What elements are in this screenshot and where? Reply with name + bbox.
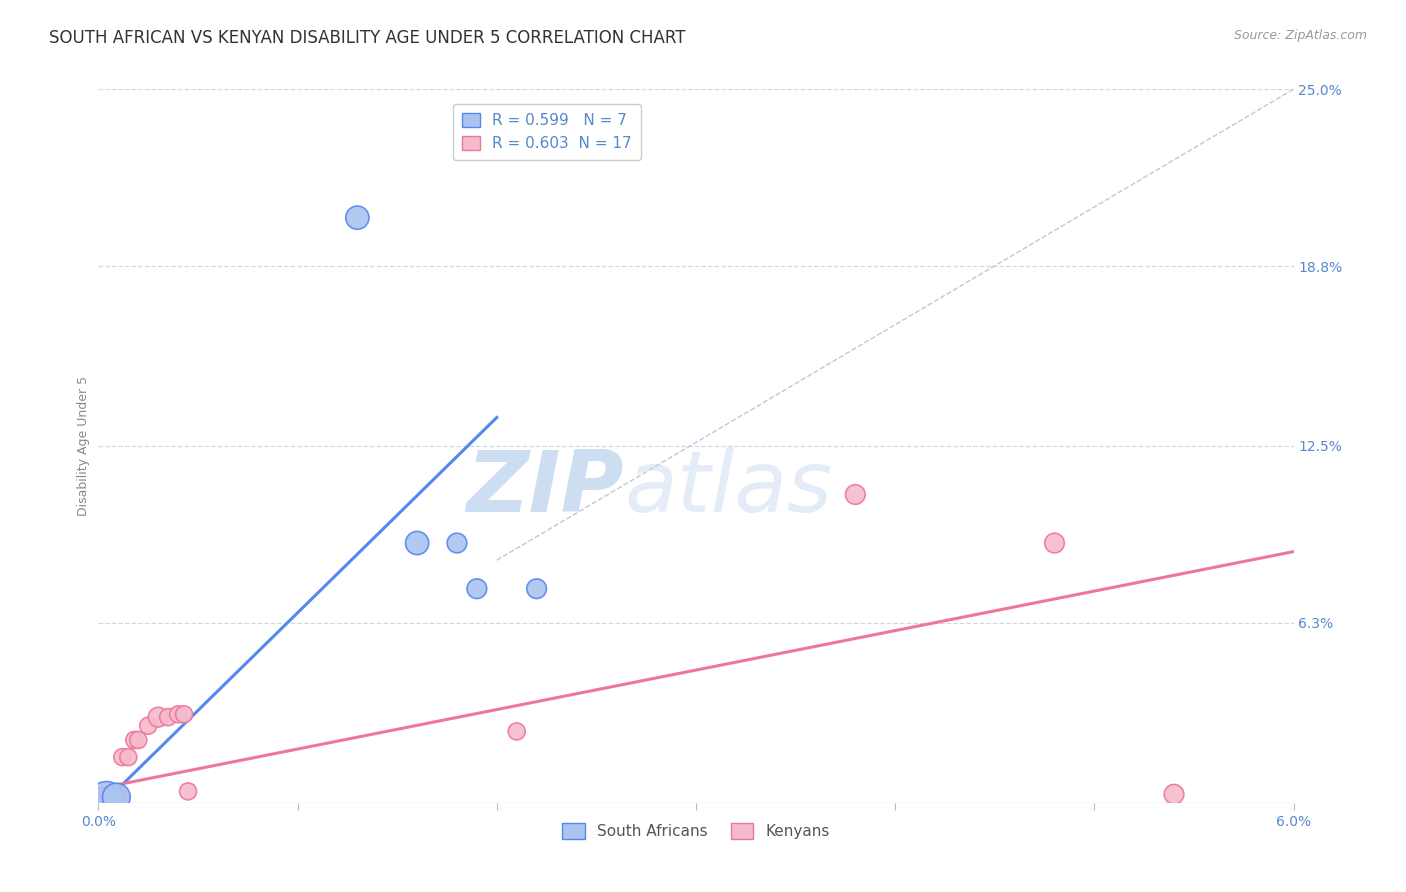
- Point: [1043, 536, 1066, 550]
- Point: [124, 733, 146, 747]
- Point: [136, 719, 159, 733]
- Point: [173, 707, 195, 722]
- Point: [157, 710, 180, 724]
- Point: [177, 784, 200, 798]
- Point: [844, 487, 866, 501]
- Point: [167, 707, 190, 722]
- Point: [91, 793, 114, 807]
- Point: [506, 724, 529, 739]
- Legend: South Africans, Kenyans: South Africans, Kenyans: [555, 817, 837, 845]
- Point: [111, 750, 134, 764]
- Point: [97, 790, 120, 805]
- Text: Source: ZipAtlas.com: Source: ZipAtlas.com: [1233, 29, 1367, 42]
- Point: [96, 793, 118, 807]
- Point: [105, 790, 128, 805]
- Point: [526, 582, 548, 596]
- Y-axis label: Disability Age Under 5: Disability Age Under 5: [77, 376, 90, 516]
- Point: [127, 733, 149, 747]
- Point: [346, 211, 368, 225]
- Point: [148, 710, 170, 724]
- Point: [107, 790, 129, 805]
- Point: [465, 582, 488, 596]
- Point: [1163, 787, 1185, 801]
- Text: ZIP: ZIP: [467, 447, 624, 531]
- Point: [117, 750, 139, 764]
- Text: SOUTH AFRICAN VS KENYAN DISABILITY AGE UNDER 5 CORRELATION CHART: SOUTH AFRICAN VS KENYAN DISABILITY AGE U…: [49, 29, 686, 46]
- Point: [406, 536, 429, 550]
- Text: atlas: atlas: [624, 447, 832, 531]
- Point: [446, 536, 468, 550]
